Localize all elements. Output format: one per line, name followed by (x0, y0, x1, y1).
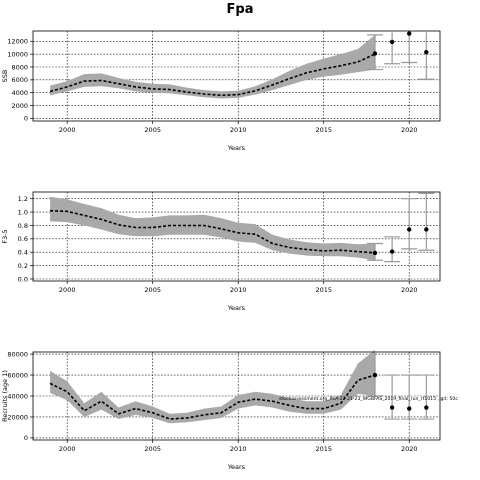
forecast-point (372, 51, 378, 56)
y-tick-label: 0.0 (18, 275, 28, 283)
forecast-point (424, 227, 429, 232)
forecast-point (407, 406, 412, 411)
estimate-line (50, 209, 376, 254)
y-tick-label: 4000 (11, 89, 28, 97)
x-tick-label: 2010 (230, 286, 247, 294)
estimate-line (49, 53, 376, 97)
forecast-point (372, 372, 378, 378)
x-tick-label: 2015 (315, 126, 332, 134)
y-tick-label: 1.2 (18, 195, 28, 203)
x-tick-label: 2005 (144, 126, 161, 134)
x-tick-label: 2000 (59, 126, 76, 134)
y-tick-label: 0 (24, 434, 28, 442)
x-tick-label: 2000 (59, 286, 76, 294)
forecast-point (389, 249, 395, 254)
x-axis-label: Years (227, 144, 246, 152)
source-annotation: stockassessment.org_PLA-27.21-23_WGBFAS_… (279, 396, 458, 402)
y-axis-label: Recruits (age 1) (1, 370, 9, 422)
x-tick-label: 2010 (230, 445, 247, 453)
y-tick-label: 0 (24, 115, 28, 123)
y-tick-label: 12000 (7, 38, 28, 46)
x-tick-label: 2005 (144, 445, 161, 453)
axes-frame (32, 30, 441, 122)
y-tick-label: 0.6 (18, 235, 28, 243)
forecast-point (407, 227, 412, 232)
y-tick-label: 10000 (7, 50, 28, 58)
x-tick-label: 2010 (230, 126, 247, 134)
y-tick-label: 1.0 (18, 208, 28, 216)
confidence-band (50, 196, 375, 261)
y-axis-label: F3-5 (1, 229, 9, 243)
confidence-band (50, 349, 375, 424)
x-axis-label: Years (227, 463, 246, 471)
y-tick-label: 80000 (7, 350, 28, 358)
forecast-point (389, 39, 395, 45)
axes-frame (32, 191, 441, 282)
x-tick-label: 2000 (59, 445, 76, 453)
y-tick-label: 40000 (7, 392, 28, 400)
y-tick-label: 20000 (7, 413, 28, 421)
panels: 2000 2005 2010 2015 2020 0 2000 4000 6000 8000 100… (1, 30, 441, 471)
chart-panel-3: 2000 2005 2010 2015 2020 0 20000 40000 60000 8000… (1, 349, 441, 471)
y-tick-label: 8000 (11, 63, 28, 71)
confidence-band (50, 34, 375, 99)
x-tick-label: 2015 (315, 445, 332, 453)
x-tick-label: 2020 (401, 445, 418, 453)
forecast-point (407, 31, 412, 36)
x-tick-label: 2020 (401, 286, 418, 294)
y-tick-label: 0.4 (18, 249, 28, 257)
forecast-point (372, 250, 378, 256)
y-tick-label: 0.8 (18, 222, 28, 230)
x-tick-label: 2005 (144, 286, 161, 294)
y-axis-label: SSB (1, 70, 9, 83)
forecast-point (389, 405, 395, 410)
estimate-line (49, 374, 376, 420)
x-tick-label: 2015 (315, 286, 332, 294)
y-tick-label: 0.2 (18, 262, 28, 270)
x-tick-label: 2020 (401, 126, 418, 134)
figure-title: Fpa (227, 2, 254, 17)
chart-panel-1: 2000 2005 2010 2015 2020 0 2000 4000 6000 8000 100… (1, 30, 441, 152)
forecast-point (424, 50, 429, 55)
y-tick-label: 2000 (11, 102, 28, 110)
y-tick-label: 60000 (7, 371, 28, 379)
x-axis-label: Years (227, 304, 246, 312)
axes-frame (32, 351, 441, 441)
chart-panel-2: 2000 2005 2010 2015 2020 0.0 0.2 0.4 0.6 0.8 1.0 1.… (1, 191, 441, 312)
forecast-point (424, 405, 429, 410)
y-tick-label: 6000 (11, 76, 28, 84)
